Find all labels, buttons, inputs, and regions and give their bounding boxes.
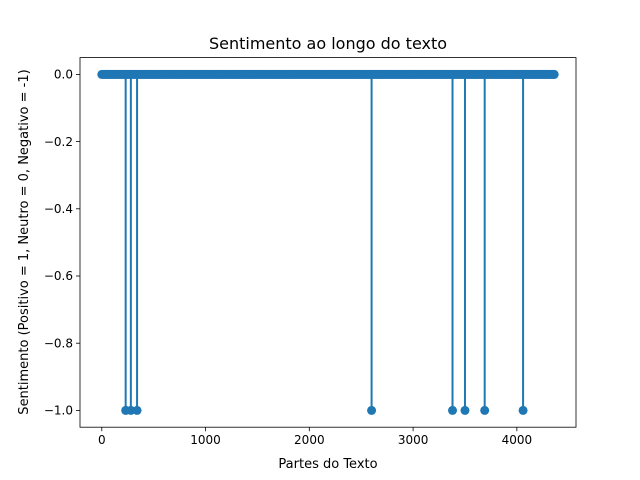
stem-marker bbox=[518, 405, 528, 415]
stem-marker bbox=[460, 405, 470, 415]
y-tick-label: 0.0 bbox=[54, 68, 73, 82]
y-tick-label: −0.8 bbox=[44, 336, 73, 350]
marker-layer bbox=[121, 405, 528, 415]
stem-marker bbox=[448, 405, 458, 415]
chart-title: Sentimento ao longo do texto bbox=[209, 34, 447, 53]
x-tick-label: 2000 bbox=[294, 433, 325, 447]
y-tick-label: −0.6 bbox=[44, 269, 73, 283]
x-tick-label: 3000 bbox=[398, 433, 429, 447]
plot-frame bbox=[79, 57, 577, 428]
y-tick-label: −1.0 bbox=[44, 404, 73, 418]
stem-marker bbox=[367, 405, 377, 415]
y-axis-ticks: 0.0 −0.2 −0.4 −0.6 −0.8 −1.0 bbox=[44, 68, 80, 418]
y-tick-label: −0.2 bbox=[44, 135, 73, 149]
x-axis-ticks: 0 1000 2000 3000 4000 bbox=[98, 427, 532, 447]
stem-marker bbox=[132, 405, 142, 415]
y-tick-label: −0.4 bbox=[44, 202, 73, 216]
x-axis-label: Partes do Texto bbox=[278, 457, 377, 472]
x-tick-label: 1000 bbox=[190, 433, 221, 447]
stem-marker bbox=[480, 405, 490, 415]
stem-marker bbox=[126, 405, 136, 415]
x-tick-label: 4000 bbox=[502, 433, 533, 447]
y-axis-label: Sentimento (Positivo = 1, Neutro = 0, Ne… bbox=[17, 69, 32, 414]
stem-layer bbox=[124, 74, 525, 411]
x-tick-label: 0 bbox=[98, 433, 106, 447]
